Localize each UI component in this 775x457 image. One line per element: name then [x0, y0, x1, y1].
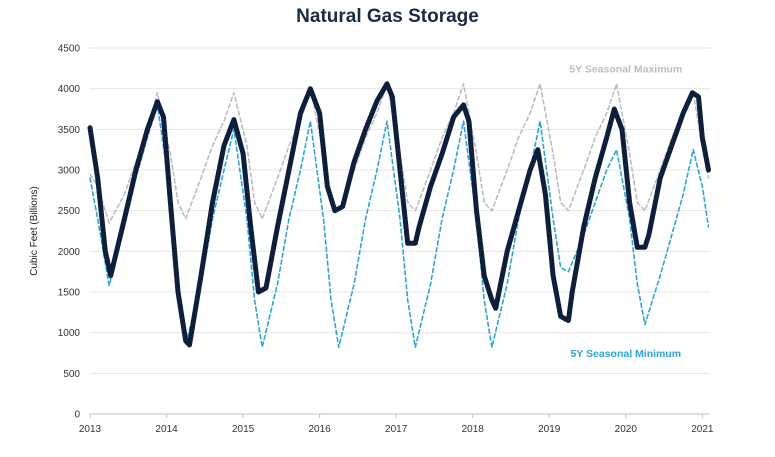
y-tick-label: 1500	[58, 288, 81, 299]
y-tick-label: 0	[74, 410, 80, 421]
x-tick-label: 2017	[385, 424, 408, 435]
x-tick-label: 2021	[691, 424, 714, 435]
x-tick-label: 2013	[79, 424, 102, 435]
x-tick-label: 2019	[538, 424, 561, 435]
x-tick-label: 2018	[462, 424, 485, 435]
y-axis-label: Cubic Feet (Billions)	[29, 186, 40, 275]
y-tick-label: 3000	[58, 166, 81, 177]
series-line-5y-max	[89, 83, 710, 224]
y-tick-label: 4000	[58, 84, 81, 95]
y-tick-label: 500	[63, 369, 80, 380]
y-tick-label: 4500	[58, 44, 81, 55]
annotation-5y-maximum: 5Y Seasonal Maximum	[569, 63, 682, 75]
annotation-5y-minimum: 5Y Seasonal Minimum	[570, 348, 681, 360]
y-tick-label: 2000	[58, 247, 81, 258]
x-tick-label: 2020	[615, 424, 638, 435]
y-tick-label: 3500	[58, 125, 81, 136]
y-tick-label: 1000	[58, 328, 81, 339]
x-tick-label: 2014	[155, 424, 178, 435]
chart-title: Natural Gas Storage	[296, 6, 479, 27]
y-tick-label: 2500	[58, 206, 81, 217]
series-line-storage	[87, 81, 711, 348]
x-tick-label: 2015	[232, 424, 255, 435]
x-tick-label: 2016	[309, 424, 332, 435]
